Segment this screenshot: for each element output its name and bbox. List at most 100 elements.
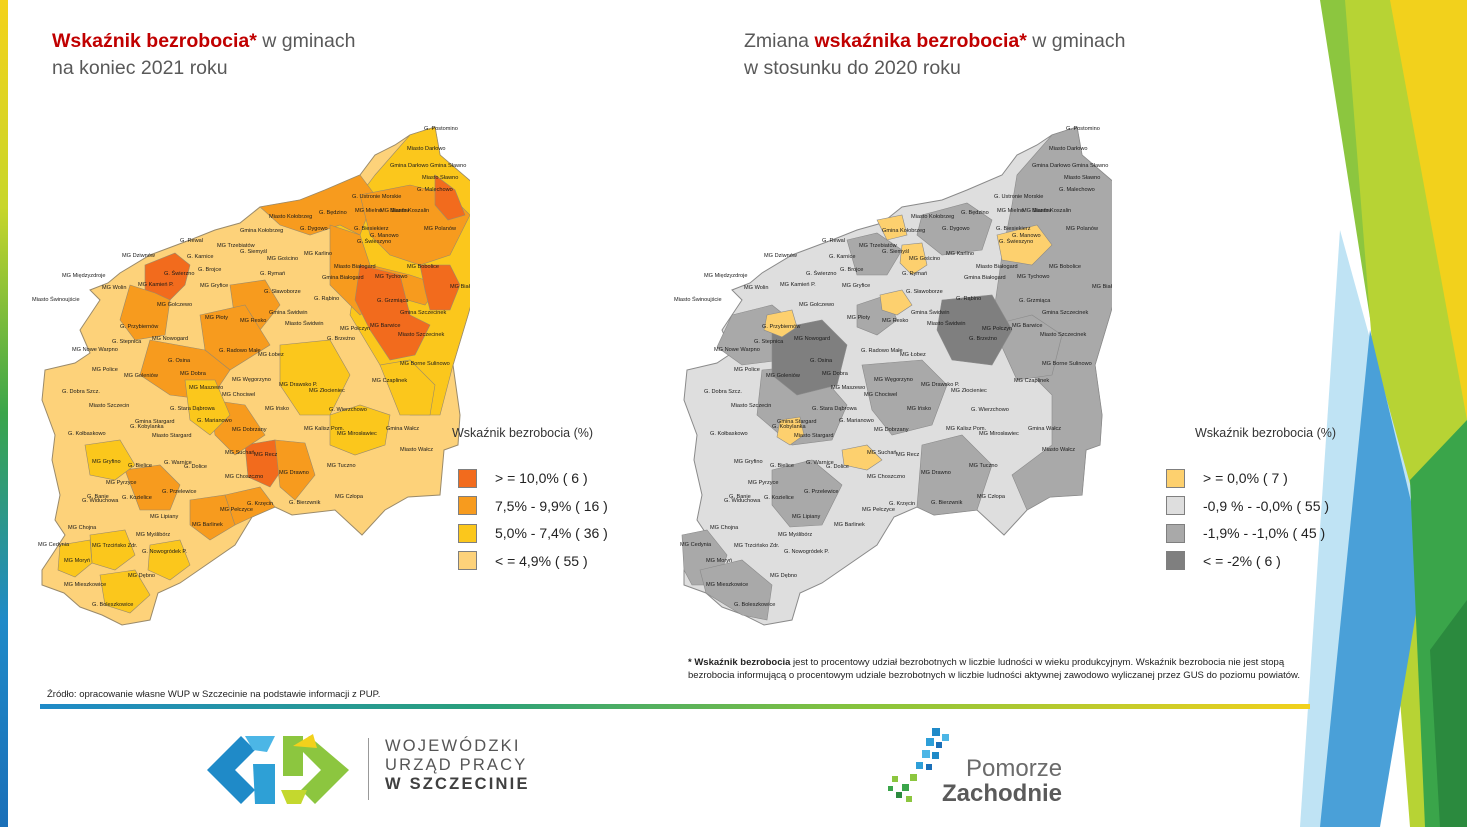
- left-title-line2: na koniec 2021 roku: [52, 57, 228, 79]
- right-municipality-label: G. Siemyśl: [882, 249, 909, 255]
- right-municipality-label: G. Dolice: [826, 464, 849, 470]
- left-municipality-label: MG Ińsko: [265, 406, 289, 412]
- right-municipality-label: Miasto Świdwin: [927, 319, 966, 327]
- right-municipality-area: [763, 309, 798, 338]
- right-legend-swatch: [1166, 523, 1185, 543]
- left-municipality-label: Gmina Kołobrzeg: [240, 228, 283, 234]
- right-municipality-label: MG Łobez: [900, 352, 926, 358]
- right-municipality-label: MG Dobra: [822, 371, 849, 377]
- left-municipality-area: [199, 304, 271, 371]
- left-legend-label: 5,0% - 7,4% ( 36 ): [495, 525, 608, 541]
- right-municipality-label: Gmina Stargard: [777, 419, 816, 425]
- left-municipality-label: G. Biesiekierz: [354, 226, 389, 232]
- left-title-highlight: Wskaźnik bezrobocia*: [52, 30, 257, 52]
- left-municipality-label: MG Recz: [254, 452, 278, 458]
- left-legend-label: < = 4,9% ( 55 ): [495, 552, 588, 569]
- left-municipality-label: MG Barwice: [370, 323, 400, 329]
- left-legend-item: > = 10,0% ( 6 ): [458, 468, 588, 488]
- left-municipality-label: G. Stepnica: [112, 339, 142, 345]
- left-municipality-label: G. Przybiernów: [120, 324, 159, 330]
- left-municipality-label: Miasto Kołobrzeg: [269, 214, 312, 220]
- left-legend-item: < = 4,9% ( 55 ): [458, 551, 588, 571]
- left-legend-swatch: [458, 496, 477, 515]
- right-municipality-label: MG Polanów: [1066, 226, 1099, 232]
- right-legend-item: < = -2% ( 6 ): [1166, 551, 1281, 571]
- right-legend-label: -1,9% - -1,0% ( 45 ): [1203, 525, 1326, 541]
- left-municipality-label: MG Dębno: [128, 573, 155, 579]
- left-municipality-label: MG Sianów: [380, 208, 410, 214]
- left-municipality-label: MG Chociwel: [222, 392, 255, 398]
- left-municipality-label: MG Resko: [240, 318, 266, 324]
- right-municipality-area: [771, 319, 848, 396]
- left-municipality-label: MG Myślibórz: [136, 532, 170, 538]
- pomorze-logo-icon: [888, 728, 949, 802]
- right-legend-swatch: [1166, 468, 1185, 488]
- right-legend-item: -0,9 % - -0,0% ( 55 ): [1166, 496, 1329, 516]
- left-municipality-label: MG Pyrzyce: [106, 480, 136, 486]
- left-municipality-area: [434, 174, 466, 221]
- wup-logo-separator: [368, 738, 369, 800]
- right-municipality-label: MG Płoty: [847, 315, 870, 321]
- right-municipality-label: MG Dobrzany: [874, 427, 909, 433]
- left-municipality-label: MG Goleniów: [124, 373, 159, 379]
- right-municipality-label: MG Suchań: [867, 450, 897, 456]
- left-municipality-label: Gmina Sławno: [430, 163, 466, 169]
- right-municipality-label: Miasto Darłowo: [1049, 146, 1088, 152]
- left-municipality-label: G. Świerzno: [164, 269, 194, 277]
- gradient-divider: [40, 704, 1310, 709]
- left-municipality-label: MG Lipiany: [150, 514, 178, 520]
- left-municipality-area: [84, 439, 136, 481]
- right-municipality-area: [776, 416, 805, 446]
- left-municipality-label: MG Wolin: [102, 285, 126, 291]
- right-municipality-label: G. Stepnica: [754, 339, 784, 345]
- left-municipality-area: [57, 539, 93, 578]
- left-municipality-label: MG Pełczyce: [220, 507, 253, 513]
- left-municipality-label: G. Warnice: [164, 460, 192, 466]
- right-municipality-label: G. Przybiernów: [762, 324, 801, 330]
- right-legend-label: -0,9 % - -0,0% ( 55 ): [1203, 497, 1330, 514]
- right-municipality-label: MG Barwice: [1012, 323, 1042, 329]
- right-title-line2: w stosunku do 2020 roku: [744, 57, 961, 79]
- wup-line2: URZĄD PRACY: [385, 756, 528, 774]
- left-municipality-label: Miasto Sławno: [422, 175, 458, 181]
- right-municipality-area: [861, 359, 948, 436]
- left-municipality-area: [224, 486, 276, 526]
- right-municipality-label: G. Będzino: [961, 210, 989, 216]
- left-municipality-label: MG Nowe Warpno: [72, 347, 118, 353]
- decorative-stripes: [1300, 0, 1467, 827]
- left-municipality-label: G. Stara Dąbrowa: [170, 406, 216, 412]
- right-municipality-area: [846, 232, 903, 276]
- left-municipality-area: [274, 439, 316, 501]
- right-municipality-label: G. Kołbaskowo: [710, 431, 748, 437]
- right-municipality-label: MG Goleniów: [766, 373, 801, 379]
- right-municipality-label: Miasto Szczecinek: [1040, 332, 1087, 338]
- left-municipality-label: MG Człopa: [335, 494, 364, 500]
- left-municipality-label: MG Mieszkowice: [64, 582, 106, 588]
- left-municipality-label: MG Międzyzdroje: [62, 273, 106, 279]
- right-municipality-label: G. Wierzchowo: [971, 407, 1009, 413]
- right-municipality-label: Miasto Stargard: [794, 433, 833, 439]
- right-municipality-label: G. Kozielice: [764, 495, 794, 501]
- right-municipality-area: [771, 459, 843, 528]
- right-municipality-label: Miasto Koszalin: [1032, 208, 1071, 214]
- left-municipality-label: Gmina Wałcz: [386, 426, 419, 432]
- left-municipality-label: MG Dobra: [180, 371, 207, 377]
- left-municipality-area: [124, 464, 181, 511]
- right-municipality-label: G. Kobylanka: [772, 424, 806, 430]
- pomorze-line1: Pomorze: [966, 755, 1063, 782]
- left-legend-title: Wskaźnik bezrobocia (%): [452, 426, 594, 440]
- left-map-title: Wskaźnik bezrobocia* w gminach na koniec…: [52, 28, 355, 82]
- right-municipality-label: MG Nowe Warpno: [714, 347, 760, 353]
- right-municipality-label: MG Połczyn: [982, 326, 1012, 332]
- right-municipality-label: G. Biesiekierz: [996, 226, 1031, 232]
- right-municipality-area: [996, 224, 1053, 266]
- right-municipality-label: MG Gryfino: [734, 459, 763, 465]
- wup-line3: SZCZECINIE: [402, 775, 530, 793]
- left-municipality-label: G. Boleszkowice: [92, 602, 133, 608]
- wup-line3-bold: W: [385, 775, 403, 793]
- left-municipality-label: Gmina Stargard: [135, 419, 174, 425]
- left-municipality-label: MG Połczyn: [340, 326, 370, 332]
- left-municipality-label: MG Golczewo: [157, 302, 192, 308]
- left-municipality-label: G. Dolice: [184, 464, 207, 470]
- left-municipality-area: [99, 569, 151, 614]
